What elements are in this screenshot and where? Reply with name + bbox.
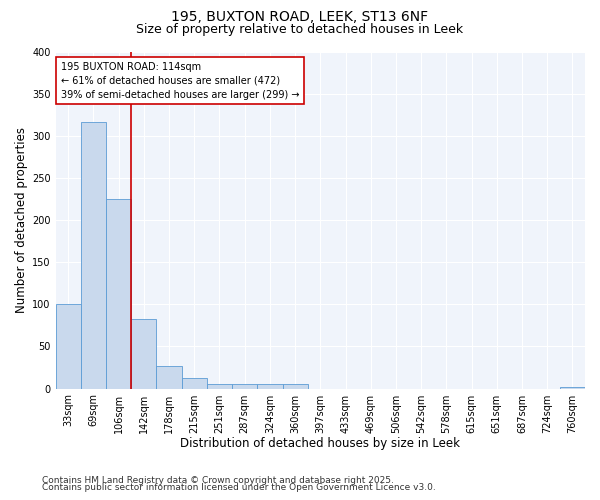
- Bar: [106, 199, 131, 388]
- Text: Contains public sector information licensed under the Open Government Licence v3: Contains public sector information licen…: [42, 484, 436, 492]
- Bar: [232, 384, 257, 388]
- Text: 195, BUXTON ROAD, LEEK, ST13 6NF: 195, BUXTON ROAD, LEEK, ST13 6NF: [172, 10, 428, 24]
- Bar: [207, 384, 232, 388]
- Bar: [182, 378, 207, 388]
- Bar: [257, 384, 283, 388]
- Text: Contains HM Land Registry data © Crown copyright and database right 2025.: Contains HM Land Registry data © Crown c…: [42, 476, 394, 485]
- Bar: [56, 304, 81, 388]
- Bar: [157, 366, 182, 388]
- Bar: [560, 387, 585, 388]
- Y-axis label: Number of detached properties: Number of detached properties: [15, 127, 28, 313]
- Text: 195 BUXTON ROAD: 114sqm
← 61% of detached houses are smaller (472)
39% of semi-d: 195 BUXTON ROAD: 114sqm ← 61% of detache…: [61, 62, 299, 100]
- Bar: [283, 384, 308, 388]
- X-axis label: Distribution of detached houses by size in Leek: Distribution of detached houses by size …: [181, 437, 460, 450]
- Text: Size of property relative to detached houses in Leek: Size of property relative to detached ho…: [136, 22, 464, 36]
- Bar: [131, 320, 157, 388]
- Bar: [81, 122, 106, 388]
